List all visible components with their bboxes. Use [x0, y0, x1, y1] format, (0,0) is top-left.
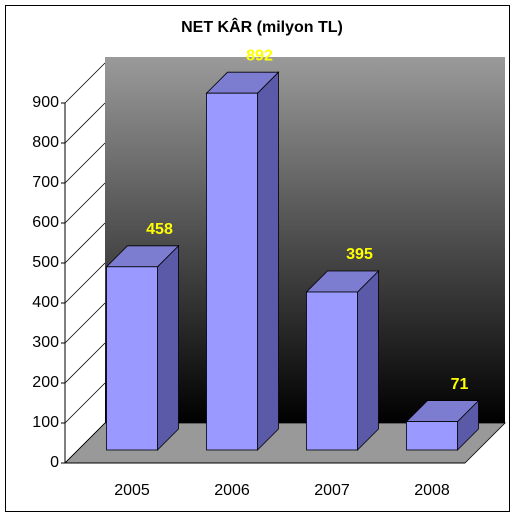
y-tick-label: 500 [32, 254, 59, 271]
grid-line [64, 182, 106, 224]
x-tick-label: 2007 [314, 482, 350, 499]
x-tick-label: 2005 [114, 482, 150, 499]
grid-line [64, 222, 106, 264]
grid-line [64, 102, 106, 144]
y-tick-label: 600 [32, 214, 59, 231]
grid-line [64, 382, 106, 424]
bar-side [357, 270, 379, 451]
value-label: 71 [451, 376, 469, 393]
y-tick-label: 0 [50, 454, 59, 471]
grid-line [64, 302, 106, 344]
x-tick-label: 2008 [414, 482, 450, 499]
bar-side [257, 71, 279, 451]
y-tick-label: 400 [32, 294, 59, 311]
y-tick-label: 100 [32, 414, 59, 431]
grid-line [64, 262, 106, 304]
grid-line [64, 142, 106, 184]
grid-line [64, 342, 106, 384]
bar-side [157, 244, 179, 451]
chart-title: NET KÂR (milyon TL) [181, 17, 343, 36]
y-tick-label: 300 [32, 334, 59, 351]
bar [306, 291, 358, 451]
y-tick-label: 800 [32, 134, 59, 151]
grid-line [64, 422, 106, 464]
value-label: 892 [246, 47, 273, 64]
x-tick-label: 2006 [214, 482, 250, 499]
bar [106, 266, 158, 451]
bar [406, 421, 458, 451]
y-tick-label: 700 [32, 174, 59, 191]
value-label: 395 [346, 246, 373, 263]
grid-line [64, 62, 106, 104]
y-tick-label: 200 [32, 374, 59, 391]
value-label: 458 [146, 221, 173, 238]
back-wall [105, 57, 505, 423]
y-tick-label: 900 [32, 94, 59, 111]
bar [206, 92, 258, 451]
